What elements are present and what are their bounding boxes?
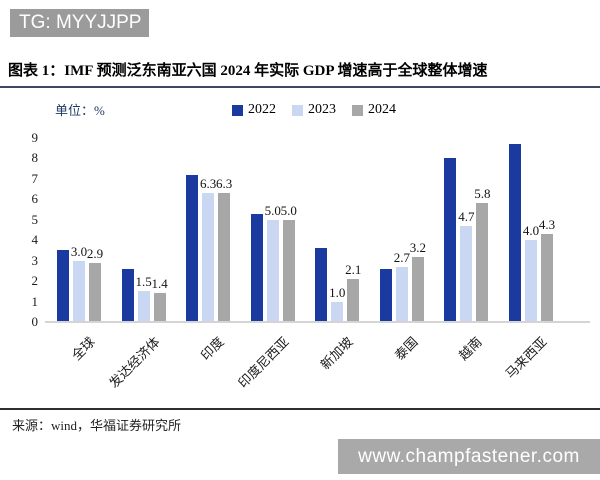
source-divider [0,408,600,410]
y-tick-label-1: 1 [31,293,39,309]
x-axis-label-泰国: 泰国 [391,334,421,364]
y-tick-label-2: 2 [31,273,39,289]
bar-2023-越南: 4.7 [458,209,475,322]
bar-2023-印度: 6.3 [200,176,216,322]
bar-2023-全球: 3.0 [71,244,87,322]
value-label-2023-泰国: 2.7 [393,249,410,265]
legend-swatch-icon [292,104,303,116]
bar-2024-泰国: 3.2 [410,240,426,322]
legend-item-2023: 2023 [292,102,336,118]
figure-title: 图表 1：IMF 预测泛东南亚六国 2024 年实际 GDP 增速高于全球整体增… [8,63,488,79]
x-axis-label-印度: 印度 [197,334,227,364]
value-label-2024-越南: 5.8 [474,186,491,202]
bar-2024-印度尼西亚: 5.0 [281,203,297,322]
x-axis-label-全球: 全球 [68,334,98,364]
bar-2024-马来西亚: 4.3 [539,217,555,322]
bar-2023-发达经济体: 1.5 [135,274,152,322]
value-label-2023-越南: 4.7 [458,208,475,224]
bar-group-越南: 4.7 5.8 [444,138,491,322]
bar-2022-新加坡 [315,248,328,322]
bar-group-印度尼西亚: 5.0 5.0 [250,138,297,322]
value-label-2023-全球: 3.0 [70,243,88,259]
value-label-2024-印度: 6.3 [216,176,233,192]
bar-2022-泰国 [379,268,392,322]
legend-swatch-icon [232,104,243,116]
x-axis-label-印度尼西亚: 印度尼西亚 [235,334,292,391]
y-tick-label-4: 4 [31,232,39,248]
x-axis-label-发达经济体: 发达经济体 [106,334,163,391]
value-label-2024-全球: 2.9 [86,245,104,261]
value-label-2023-马来西亚: 4.0 [522,223,540,239]
bar-2023-泰国: 2.7 [394,250,410,322]
bar-2024-新加坡: 2.1 [345,262,361,322]
source-note: 来源：wind，华福证券研究所 [12,418,182,433]
value-label-2023-新加坡: 1.0 [329,284,346,300]
bar-2023-印度尼西亚: 5.0 [265,203,281,322]
bar-2022-发达经济体 [121,268,134,322]
bar-2023-马来西亚: 4.0 [523,223,539,322]
y-tick-label-5: 5 [31,211,39,227]
bar-group-新加坡: 1.0 2.1 [315,138,361,322]
y-tick-label-7: 7 [31,170,39,186]
bar-group-印度: 6.3 6.3 [186,138,232,322]
bar-2022-印度 [186,174,199,322]
legend-swatch-icon [352,104,363,116]
bar-group-全球: 3.0 2.9 [57,138,103,322]
value-label-2024-泰国: 3.2 [409,239,426,255]
unit-label: 单位：% [55,103,105,118]
bar-group-发达经济体: 1.5 1.4 [121,138,168,322]
bar-2024-印度: 6.3 [216,176,232,322]
value-label-2024-发达经济体: 1.4 [151,276,168,292]
bar-2024-发达经济体: 1.4 [151,276,168,322]
bar-2023-新加坡: 1.0 [329,285,345,322]
chart-legend: 2022 2023 2024 [232,102,396,118]
y-tick-label-0: 0 [31,314,39,329]
y-tick-label-8: 8 [31,150,39,166]
x-axis-label-新加坡: 新加坡 [317,334,356,373]
value-label-2024-马来西亚: 4.3 [538,217,556,233]
bar-2022-全球 [57,250,69,322]
title-divider [0,86,600,88]
legend-label-2024: 2024 [368,102,396,117]
x-axis-line [45,321,590,323]
x-axis-label-马来西亚: 马来西亚 [502,334,550,382]
value-label-2024-印度尼西亚: 5.0 [280,202,297,218]
y-tick-label-6: 6 [31,191,39,207]
bar-2024-越南: 5.8 [474,186,491,322]
value-label-2023-印度: 6.3 [200,176,217,192]
bar-2022-马来西亚 [508,144,521,322]
legend-item-2022: 2022 [232,102,276,118]
legend-label-2023: 2023 [308,102,336,117]
bar-2022-越南 [444,158,457,322]
value-label-2024-新加坡: 2.1 [345,262,362,278]
plot-area: 3.0 2.9 1.5 1.4 6.3 6.3 5.0 5.0 1.0 2.1 2.7 3.2 4.7 5… [45,138,565,322]
telegram-watermark-banner: TG: MYYJJPP [10,9,149,37]
legend-label-2022: 2022 [248,102,276,117]
bar-group-马来西亚: 4.0 4.3 [508,138,555,322]
legend-item-2024: 2024 [352,102,396,118]
value-label-2023-发达经济体: 1.5 [135,274,152,290]
y-tick-label-9: 9 [31,130,39,145]
bar-group-泰国: 2.7 3.2 [379,138,426,322]
bar-2024-全球: 2.9 [87,246,103,322]
y-tick-label-3: 3 [31,252,39,268]
website-watermark-banner: www.champfastener.com [338,439,600,474]
value-label-2023-印度尼西亚: 5.0 [264,202,281,218]
bar-2022-印度尼西亚 [250,213,263,322]
x-axis-label-越南: 越南 [455,334,485,364]
